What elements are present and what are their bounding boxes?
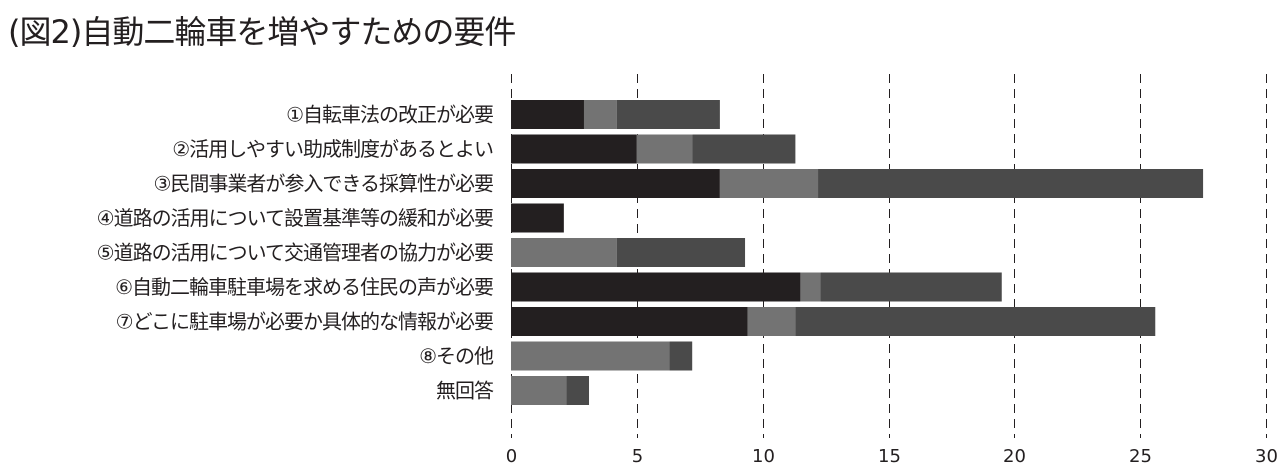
- bar-segment: [692, 134, 796, 164]
- bar-segment: [800, 272, 821, 302]
- category-label: ⑧その他: [419, 344, 494, 368]
- category-label: ⑤道路の活用について交通管理者の協力が必要: [97, 241, 493, 265]
- bar-segment: [820, 272, 1002, 302]
- category-label: ④道路の活用について設置基準等の緩和が必要: [97, 206, 493, 230]
- bar-segment: [511, 100, 584, 129]
- bar-segment: [616, 238, 746, 267]
- bar-segment: [511, 376, 567, 405]
- bar-segment: [511, 307, 748, 336]
- x-tick-label: 0: [506, 446, 517, 467]
- bars: [511, 100, 1204, 405]
- x-tick-label: 20: [1003, 446, 1026, 467]
- bar-segment: [636, 134, 693, 164]
- category-label: 無回答: [436, 379, 494, 403]
- bar-segment: [719, 169, 819, 198]
- category-label: ③民間事業者が参入できる採算性が必要: [153, 172, 493, 196]
- bar-segment: [511, 203, 564, 233]
- bar-segment: [583, 100, 617, 129]
- bar-segment: [616, 100, 720, 129]
- category-label: ①自転車法の改正が必要: [286, 103, 493, 127]
- bar-segment: [511, 134, 637, 164]
- x-tick-label: 5: [632, 446, 643, 467]
- category-label: ⑥自動二輪車駐車場を求める住民の声が必要: [115, 275, 493, 299]
- bar-segment: [566, 376, 590, 405]
- bar-segment: [511, 169, 720, 198]
- bar-segment: [511, 272, 801, 302]
- bar-segment: [818, 169, 1204, 198]
- category-label: ②活用しやすい助成制度があるとよい: [172, 137, 493, 161]
- chart-title: (図2)自動二輪車を増やすための要件: [8, 13, 516, 51]
- x-tick-label: 15: [878, 446, 901, 467]
- x-axis-ticks: 0 5 10 15 20 25 30: [506, 446, 1278, 467]
- x-tick-label: 10: [752, 446, 775, 467]
- bar-segment: [511, 341, 670, 371]
- x-tick-label: 30: [1255, 446, 1278, 467]
- x-tick-label: 25: [1129, 446, 1152, 467]
- bar-segment: [795, 307, 1156, 336]
- category-labels: ①自転車法の改正が必要 ②活用しやすい助成制度があるとよい ③民間事業者が参入できる…: [97, 103, 495, 403]
- category-label: ⑦どこに駐車場が必要か具体的な情報が必要: [116, 310, 493, 334]
- bar-segment: [747, 307, 796, 336]
- bar-segment: [511, 238, 617, 267]
- bar-segment: [669, 341, 693, 371]
